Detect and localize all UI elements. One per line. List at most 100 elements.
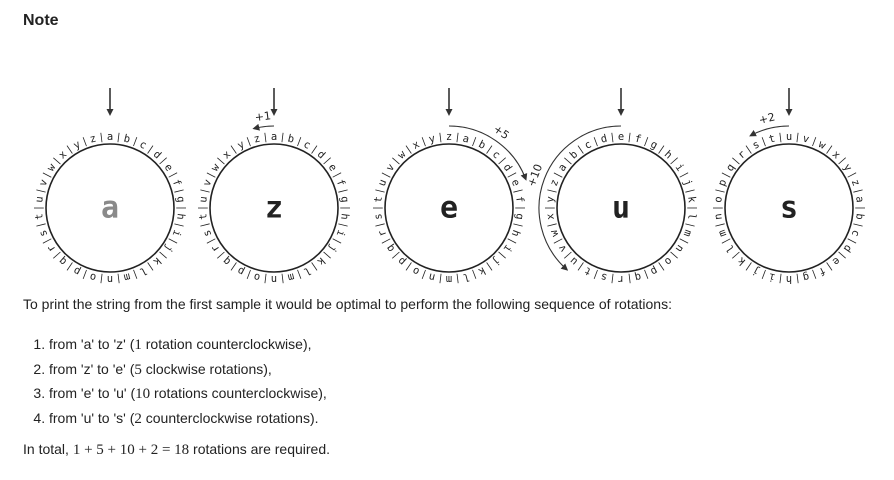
ring-separator: | bbox=[546, 221, 558, 229]
ring-separator: | bbox=[743, 260, 754, 272]
ring-separator: | bbox=[199, 221, 211, 229]
ring-separator: | bbox=[454, 132, 461, 144]
ring-separator: | bbox=[64, 260, 75, 272]
ring-separator: | bbox=[419, 135, 428, 147]
ring-separator: | bbox=[730, 249, 742, 261]
ring-letter: t bbox=[372, 196, 385, 204]
ring-letter: z bbox=[253, 132, 262, 145]
ring-letter: h bbox=[509, 228, 522, 238]
ring-letter: g bbox=[174, 196, 187, 204]
ring-letter: m bbox=[286, 270, 295, 283]
ring-letter: l bbox=[685, 213, 698, 221]
ring-separator: | bbox=[575, 260, 586, 272]
wheel-circle bbox=[724, 143, 854, 273]
step-item: from 'e' to 'u' (10 rotations counterclo… bbox=[49, 382, 327, 407]
ring-letter: b bbox=[122, 132, 131, 145]
ring-separator: | bbox=[279, 132, 286, 144]
ring-separator: | bbox=[668, 249, 680, 261]
ring-separator: | bbox=[687, 205, 698, 211]
ring-separator: | bbox=[167, 170, 179, 180]
ring-separator: | bbox=[380, 170, 392, 180]
ring-separator: | bbox=[496, 155, 508, 167]
ring-separator: | bbox=[390, 249, 402, 261]
ring-letter: j bbox=[750, 264, 761, 278]
ring-separator: | bbox=[713, 205, 724, 211]
ring-separator: | bbox=[759, 268, 768, 280]
ring-letter: i bbox=[334, 228, 347, 238]
wheel-center-letter: u bbox=[612, 191, 630, 226]
ring-separator: | bbox=[228, 260, 239, 272]
ring-letter: r bbox=[618, 273, 624, 285]
ring-separator: | bbox=[496, 249, 508, 261]
ring-letter: n bbox=[428, 270, 437, 283]
ring-letter: t bbox=[768, 132, 777, 145]
ring-letter: p bbox=[71, 264, 82, 278]
ring-letter: y bbox=[71, 138, 82, 152]
ring-letter: t bbox=[197, 213, 210, 221]
ring-letter: e bbox=[618, 131, 624, 143]
ring-separator: | bbox=[145, 143, 156, 155]
ring-separator: | bbox=[80, 135, 89, 147]
ring-separator: | bbox=[295, 268, 304, 280]
ring-letter: i bbox=[170, 228, 183, 238]
ring-separator: | bbox=[173, 221, 185, 229]
ring-letter: h bbox=[786, 273, 792, 285]
ring-separator: | bbox=[656, 260, 667, 272]
letter-wheel: e | f |g|h|i|j|k|l|m|n|o|p|q|r|s|t|u|v|w|x|… bbox=[525, 88, 698, 285]
ring-letter: q bbox=[633, 270, 642, 283]
ring-letter: a bbox=[461, 132, 470, 145]
ring-letter: a bbox=[271, 131, 277, 143]
ring-letter: f bbox=[334, 178, 347, 188]
ring-letter: s bbox=[37, 228, 50, 238]
ring-letter: t bbox=[582, 264, 593, 278]
ring-separator: | bbox=[131, 268, 140, 280]
ring-separator: | bbox=[824, 260, 835, 272]
ring-separator: | bbox=[609, 273, 616, 285]
ring-separator: | bbox=[279, 273, 286, 285]
ring-letter: z bbox=[548, 178, 561, 188]
ring-separator: | bbox=[215, 155, 227, 167]
ring-letter: b bbox=[286, 132, 295, 145]
ring-separator: | bbox=[656, 143, 667, 155]
ring-separator: | bbox=[506, 170, 518, 180]
ring-separator: | bbox=[846, 170, 858, 180]
ring-letter: y bbox=[235, 138, 246, 152]
ring-separator: | bbox=[145, 260, 156, 272]
ring-separator: | bbox=[720, 170, 732, 180]
ring-separator: | bbox=[714, 221, 726, 229]
ring-letter: l bbox=[137, 264, 148, 278]
ring-letter: o bbox=[253, 270, 262, 283]
ring-letter: e bbox=[509, 178, 522, 188]
ring-letter: c bbox=[137, 138, 148, 152]
ring-separator: | bbox=[668, 155, 680, 167]
ring-separator: | bbox=[309, 260, 320, 272]
ring-letter: m bbox=[446, 273, 452, 285]
ring-letter: g bbox=[513, 213, 526, 221]
ring-separator: | bbox=[642, 268, 651, 280]
wheel-center-letter: s bbox=[780, 191, 798, 226]
ring-separator: | bbox=[512, 221, 524, 229]
ring-separator: | bbox=[244, 268, 253, 280]
ring-separator: | bbox=[626, 132, 633, 144]
ring-separator: | bbox=[720, 236, 732, 246]
ring-letter: f bbox=[170, 178, 183, 188]
intro-text: To print the string from the first sampl… bbox=[23, 296, 672, 312]
ring-letter: u bbox=[376, 178, 389, 188]
ring-letter: c bbox=[582, 138, 593, 152]
ring-letter: s bbox=[372, 213, 385, 221]
ring-separator: | bbox=[337, 187, 349, 195]
ring-separator: | bbox=[609, 132, 616, 144]
ring-separator: | bbox=[515, 205, 526, 211]
ring-separator: | bbox=[591, 135, 600, 147]
ring-letter: z bbox=[89, 132, 98, 145]
ring-separator: | bbox=[730, 155, 742, 167]
rotation-count-label: +1 bbox=[254, 109, 272, 124]
letter-wheel: a | b |c|d|e|f|g|h|i|j|k|l|m|n|o|p|q|r|s|t|… bbox=[197, 88, 351, 285]
ring-separator: | bbox=[626, 273, 633, 285]
ring-letter: h bbox=[174, 213, 187, 221]
ring-letter: d bbox=[600, 132, 609, 145]
step-item: from 'a' to 'z' (1 rotation counterclock… bbox=[49, 333, 327, 358]
ring-letter: m bbox=[716, 228, 729, 238]
ring-separator: | bbox=[199, 187, 211, 195]
ring-separator: | bbox=[228, 143, 239, 155]
